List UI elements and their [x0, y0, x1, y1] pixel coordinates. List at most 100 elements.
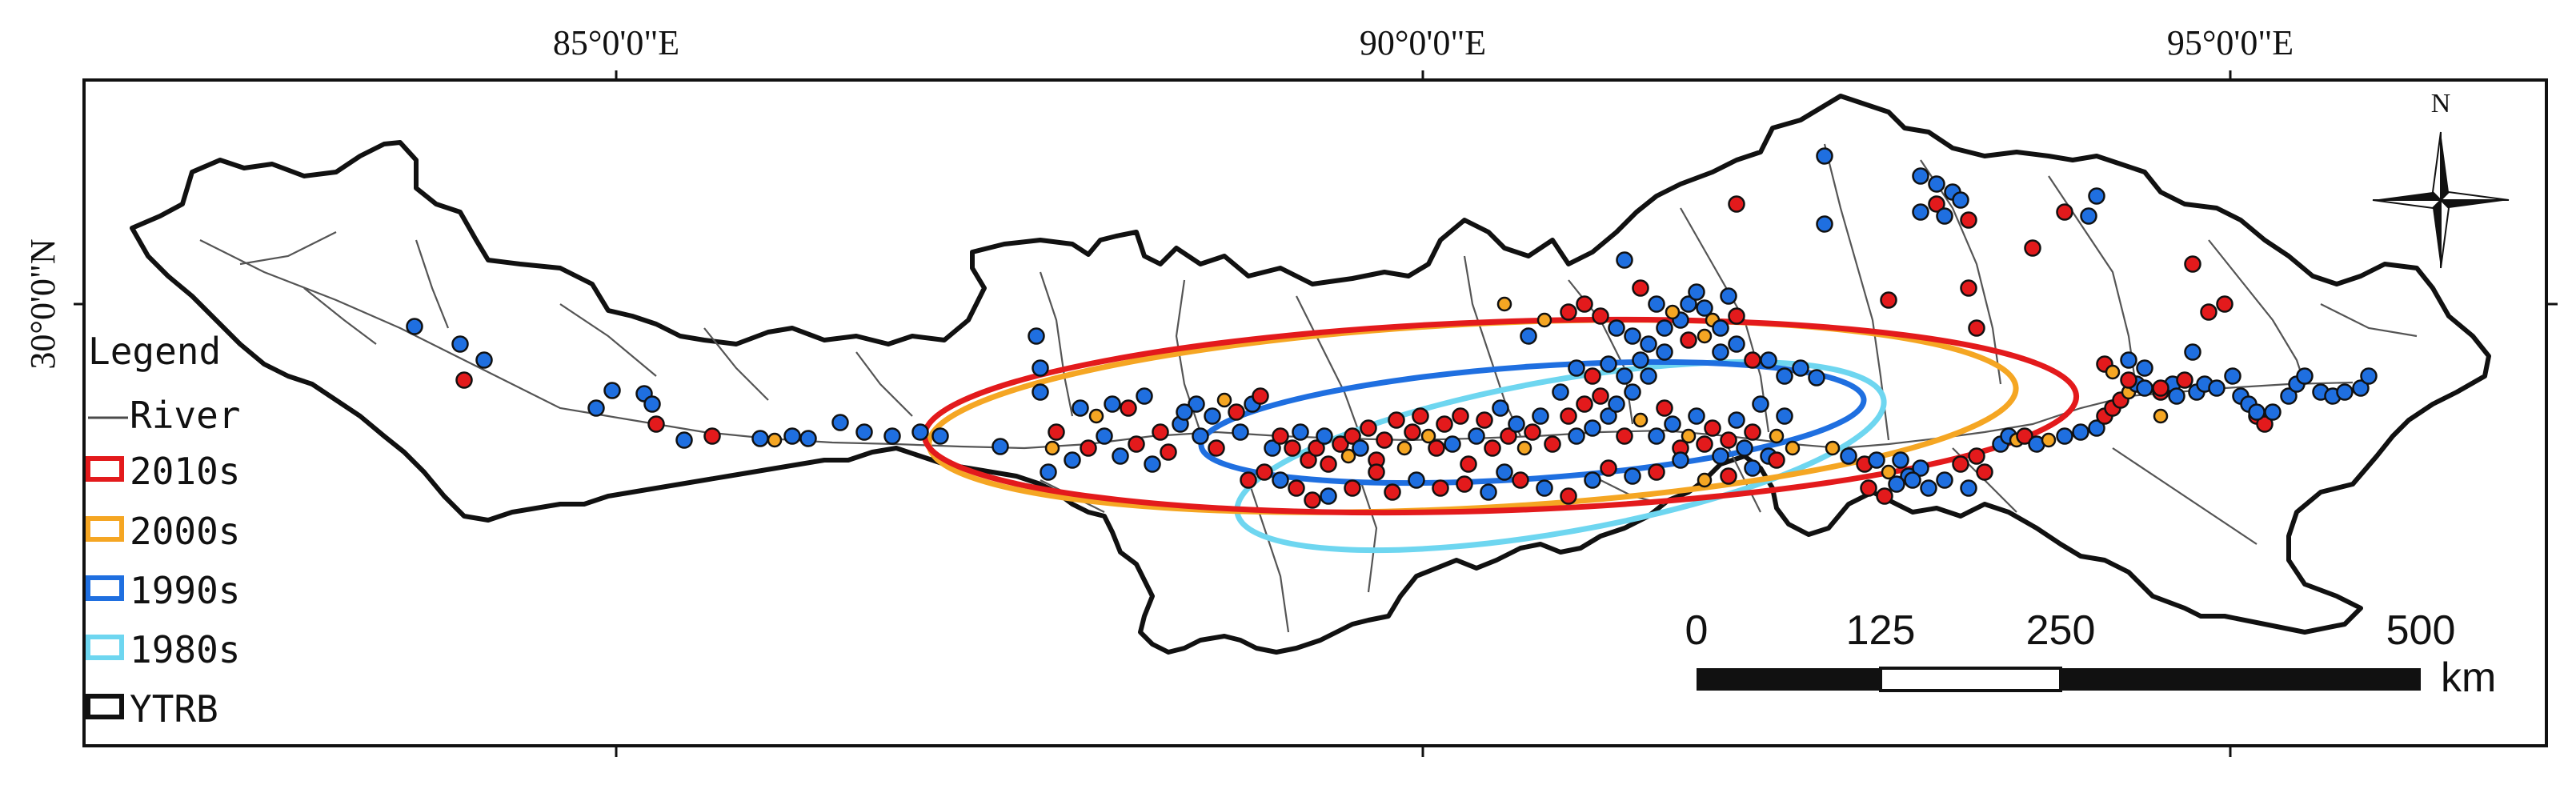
event-point	[1640, 335, 1657, 353]
event-point	[1044, 440, 1060, 456]
legend: Legend River 2010s 2000s 1990s 1980s YTR…	[86, 330, 240, 731]
legend-ytrb-label: YTRB	[130, 687, 218, 731]
event-point	[406, 318, 423, 335]
event-point	[1496, 296, 1512, 312]
event-point	[1120, 399, 1137, 417]
event-point	[1632, 279, 1649, 297]
event-point	[587, 399, 605, 417]
event-point	[1968, 319, 1985, 337]
event-point	[1496, 463, 1513, 481]
sd-ellipses	[921, 316, 2080, 554]
event-point	[2152, 379, 2169, 397]
event-point	[2016, 427, 2033, 445]
event-point	[2248, 403, 2266, 421]
legend-2000s-symbol	[86, 516, 124, 542]
map-frame	[82, 78, 2548, 747]
event-point	[1960, 479, 1977, 497]
event-point	[2041, 432, 2057, 448]
event-point	[1292, 423, 1309, 441]
event-point	[1460, 455, 1477, 473]
scale-tick-250: 250	[2026, 607, 2096, 654]
event-point	[1420, 428, 1436, 444]
event-point	[2200, 303, 2217, 321]
event-point	[643, 395, 661, 413]
legend-ytrb-symbol	[86, 694, 124, 719]
event-point	[1697, 328, 1713, 344]
event-point	[1792, 359, 1809, 377]
event-point	[1452, 407, 1469, 425]
event-point	[2216, 295, 2233, 313]
event-point	[1396, 440, 1412, 456]
legend-1990s-symbol	[86, 575, 124, 601]
event-point	[1040, 463, 1057, 481]
event-point	[2208, 379, 2225, 397]
event-point	[1616, 427, 1633, 445]
event-point	[1624, 467, 1641, 485]
event-point	[883, 427, 901, 445]
event-point	[1888, 475, 1905, 493]
event-point	[1520, 327, 1537, 345]
event-point	[1785, 440, 1801, 456]
event-point	[2280, 387, 2298, 405]
event-point	[831, 414, 849, 431]
event-point	[1560, 487, 1577, 505]
event-point	[1880, 291, 1897, 309]
event-point	[1744, 459, 1761, 477]
event-point	[1376, 431, 1393, 449]
scale-unit: km	[2441, 655, 2496, 701]
event-point	[1468, 427, 1485, 445]
event-point	[1300, 451, 1317, 469]
event-point	[1976, 463, 1993, 481]
event-point	[2184, 255, 2201, 273]
north-arrow-label: N	[2431, 89, 2451, 118]
event-point	[1128, 435, 1145, 453]
event-point	[1340, 448, 1356, 464]
event-point	[1568, 359, 1585, 377]
event-point	[1881, 464, 1897, 480]
legend-title: Legend	[88, 330, 221, 373]
event-point	[1696, 299, 1713, 317]
event-point	[1816, 215, 1833, 233]
scale-bar: 0 125 250 500 km	[1685, 607, 2497, 701]
event-point	[2120, 351, 2137, 369]
event-point	[1576, 395, 1593, 413]
scale-tick-500: 500	[2386, 607, 2456, 654]
event-point	[1656, 399, 1673, 417]
event-point	[1920, 479, 1937, 497]
event-point	[1728, 335, 1745, 353]
event-point	[1028, 327, 1045, 345]
event-point	[1876, 487, 1893, 505]
event-point	[1192, 427, 1209, 445]
event-point	[1616, 367, 1633, 385]
event-point	[1912, 167, 1929, 185]
event-point	[1696, 435, 1713, 453]
event-point	[1320, 487, 1337, 505]
scale-tick-0: 0	[1685, 607, 1709, 654]
event-point	[1728, 411, 1745, 429]
event-point	[1444, 435, 1461, 453]
event-point	[1516, 440, 1532, 456]
event-point	[1648, 295, 1665, 313]
event-point	[1752, 395, 1769, 413]
event-point	[1665, 304, 1681, 320]
event-point	[1868, 451, 1885, 469]
event-point	[2176, 371, 2193, 389]
event-point	[1633, 412, 1649, 428]
event-point	[1936, 207, 1953, 225]
event-point	[1304, 491, 1321, 509]
event-point	[1656, 319, 1673, 337]
event-point	[1672, 451, 1689, 469]
event-point	[1188, 395, 1205, 413]
event-point	[1176, 403, 1193, 421]
event-point	[1536, 312, 1552, 328]
point-layer	[406, 147, 2378, 509]
event-point	[1912, 459, 1929, 477]
event-point	[1712, 447, 1729, 465]
event-point	[1480, 483, 1497, 501]
event-point	[1032, 359, 1049, 377]
event-point	[2056, 203, 2073, 221]
event-point	[2360, 367, 2378, 385]
event-point	[1584, 419, 1601, 437]
event-point	[2296, 367, 2314, 385]
event-point	[1720, 431, 1737, 449]
